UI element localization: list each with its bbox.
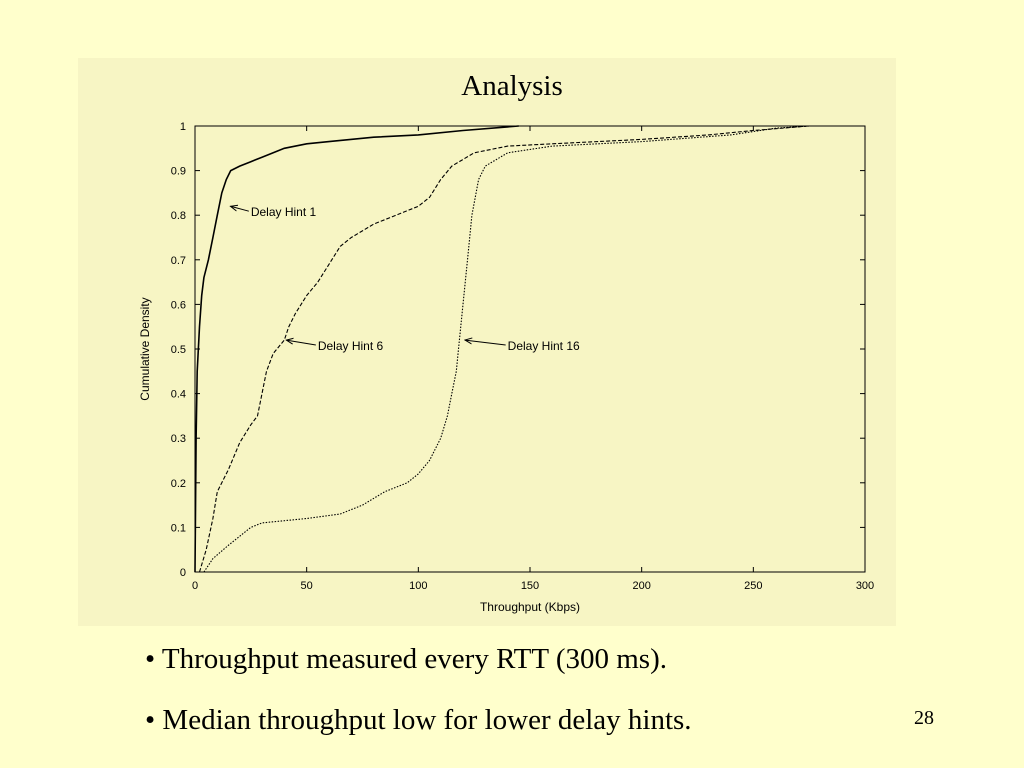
- annotation-label-1: Delay Hint 1: [251, 205, 317, 219]
- annotation-label-3: Delay Hint 16: [508, 339, 580, 353]
- y-tick-label: 0.6: [171, 299, 186, 311]
- chart-figure-panel: [78, 58, 896, 626]
- slide-number: 28: [914, 707, 934, 729]
- chart-title: Analysis: [461, 70, 563, 102]
- axis-ticks: 0 50 100 150 200 250 300 0 0.1 0.2 0.3 0.4 0.5 0.6 0.7…: [171, 121, 874, 592]
- y-tick-label: 0.3: [171, 433, 186, 445]
- y-tick-label: 0.2: [171, 478, 186, 490]
- series-line-2: [198, 125, 810, 573]
- x-tick-label: 50: [301, 580, 313, 592]
- bullet-glyph: •: [145, 643, 162, 675]
- y-tick-label: 0: [180, 567, 186, 579]
- y-tick-label: 0.9: [171, 166, 186, 178]
- y-tick-label: 1: [180, 121, 186, 133]
- bullet-text-1: Throughput measured every RTT (300 ms).: [161, 643, 667, 675]
- x-tick-label: 250: [744, 580, 762, 592]
- bullet-glyph: •: [145, 704, 163, 736]
- x-tick-label: 200: [632, 580, 650, 592]
- series-line-1: [194, 125, 519, 573]
- x-tick-label: 0: [192, 580, 198, 592]
- y-tick-label: 0.1: [171, 522, 186, 534]
- y-tick-label: 0.5: [171, 344, 186, 356]
- y-axis-label: Cumulative Density: [138, 297, 152, 400]
- series-lines: [194, 125, 810, 573]
- x-tick-label: 300: [856, 580, 874, 592]
- annotation-arrow-2: [286, 340, 316, 346]
- series-line-3: [203, 125, 810, 573]
- bullet-point-1: • Throughput measured every RTT (300 ms)…: [145, 643, 667, 676]
- bullet-point-2: • Median throughput low for lower delay …: [145, 704, 692, 737]
- x-axis-label: Throughput (Kbps): [480, 600, 580, 614]
- y-tick-label: 0.7: [171, 255, 186, 267]
- bullet-text-2: Median throughput low for lower delay hi…: [162, 704, 692, 736]
- annotations: Delay Hint 1 Delay Hint 6 Delay Hint 16: [231, 205, 580, 353]
- annotation-label-2: Delay Hint 6: [318, 339, 384, 353]
- annotation-arrow-1: [231, 206, 249, 212]
- y-tick-label: 0.8: [171, 210, 186, 222]
- annotation-arrow-3: [465, 340, 506, 346]
- plot-frame: [194, 125, 866, 573]
- y-tick-label: 0.4: [171, 389, 186, 401]
- x-tick-label: 100: [409, 580, 427, 592]
- x-tick-label: 150: [521, 580, 539, 592]
